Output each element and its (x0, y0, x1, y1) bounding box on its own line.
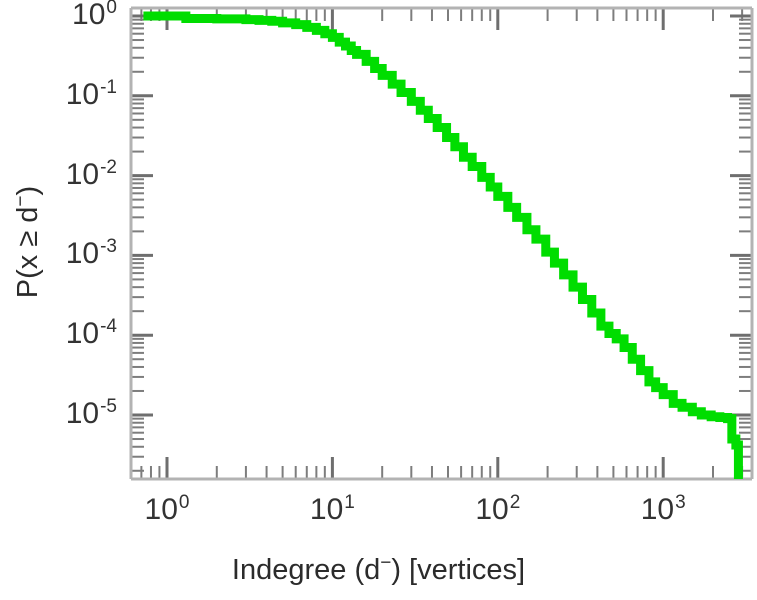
y-axis-title: P(x ≥ d−) (10, 0, 60, 487)
y-axis-title-text: P(x ≥ d−) (10, 185, 44, 299)
minor-tick-marks (131, 8, 752, 479)
x-axis-title: Indegree (d−) [vertices] (231, 552, 526, 586)
x-tick-label-1: 101 (309, 492, 355, 526)
y-tick-label-2: 10-2 (65, 156, 117, 191)
data-series-layer (143, 11, 743, 479)
y-tick-label-0: 100 (72, 0, 117, 31)
y-tick-label-3: 10-3 (65, 236, 117, 271)
y-tick-label-4: 10-4 (65, 316, 117, 351)
x-tick-label-2: 102 (475, 492, 521, 526)
y-tick-label-1: 10-1 (65, 76, 117, 111)
axis-frame (129, 6, 754, 481)
y-tick-label-5: 10-5 (65, 396, 117, 430)
x-tick-label-3: 103 (640, 492, 686, 526)
x-tick-label-0: 100 (144, 492, 190, 526)
